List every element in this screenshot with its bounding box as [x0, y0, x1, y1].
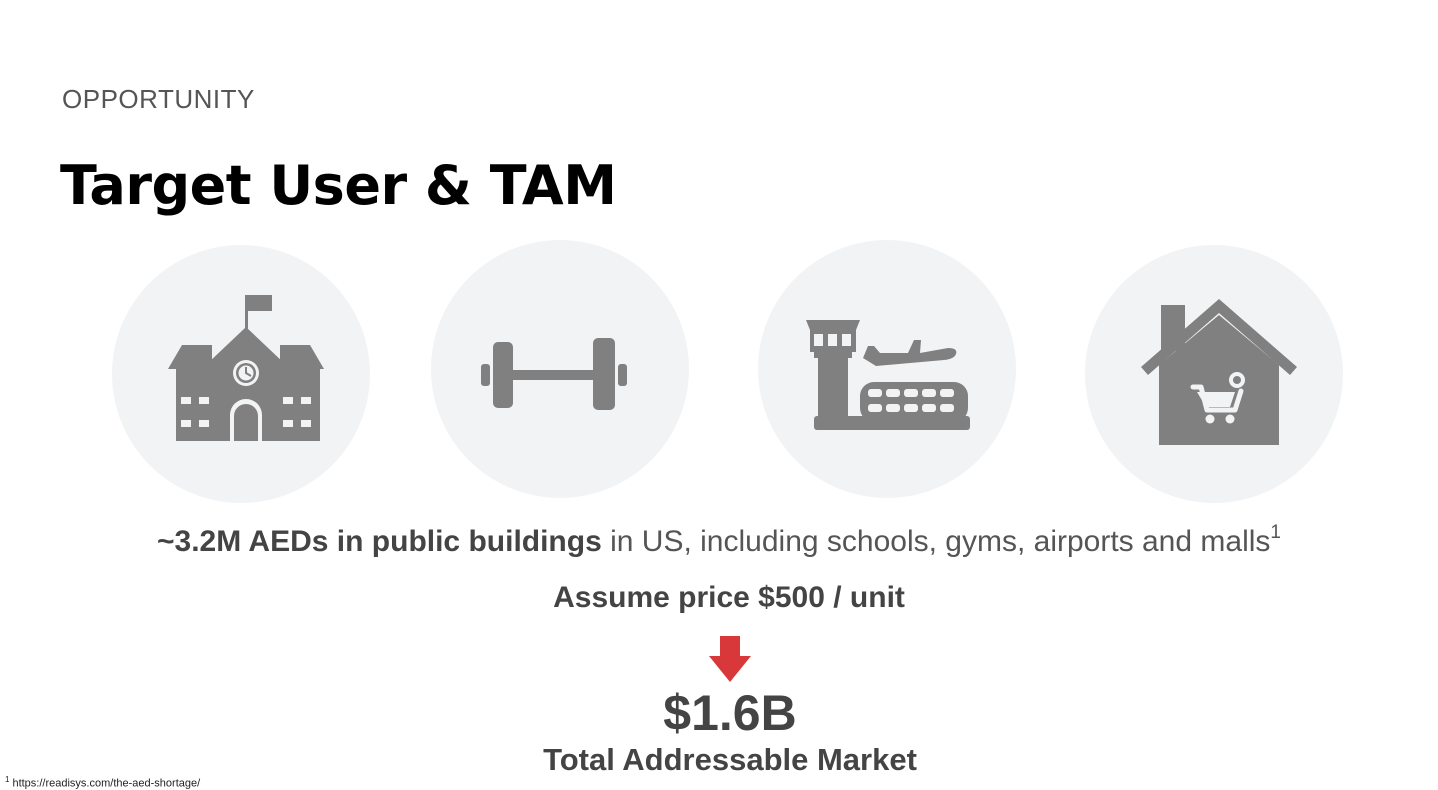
- mall-icon: [1141, 299, 1297, 445]
- tam-label: Total Addressable Market: [543, 742, 917, 777]
- gym-circle: [431, 240, 689, 498]
- aed-stat-line: ~3.2M AEDs in public buildings in US, in…: [0, 522, 1438, 559]
- school-icon: [168, 295, 324, 441]
- airport-icon: [806, 320, 970, 430]
- down-arrow-icon: [709, 636, 751, 682]
- section-eyebrow: OPPORTUNITY: [62, 84, 255, 114]
- school-circle: [112, 245, 370, 503]
- mall-circle: [1085, 245, 1343, 503]
- price-assumption: Assume price $500 / unit: [553, 581, 905, 614]
- footnote-link[interactable]: https://readisys.com/the-aed-shortage/: [12, 777, 201, 790]
- slide-title: Target User & TAM: [60, 154, 617, 217]
- aed-stat-footnote-ref: 1: [1270, 522, 1281, 543]
- aed-stat-bold: ~3.2M AEDs in public buildings: [157, 525, 602, 558]
- airport-circle: [758, 240, 1016, 498]
- tam-value: $1.6B: [663, 685, 797, 741]
- footnote-ref: 1: [5, 775, 10, 784]
- source-footnote: 1 https://readisys.com/the-aed-shortage/: [5, 775, 200, 790]
- aed-stat-rest: in US, including schools, gyms, airports…: [601, 525, 1271, 558]
- dumbbell-icon: [481, 338, 627, 410]
